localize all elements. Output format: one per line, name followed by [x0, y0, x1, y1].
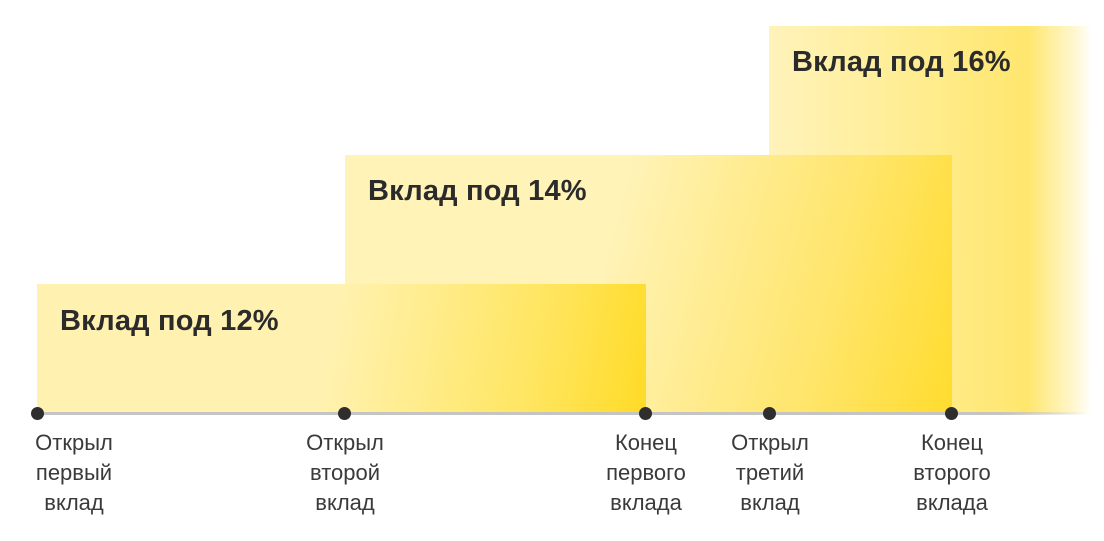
- deposit-label-12: Вклад под 12%: [60, 305, 279, 337]
- label-line: Открыл: [306, 430, 384, 455]
- timeline-point-open-first: [31, 407, 44, 420]
- label-line: вклада: [610, 490, 682, 515]
- deposit-bar-12: [37, 284, 646, 414]
- label-line: Открыл: [35, 430, 113, 455]
- timeline-label-open-third: Открыл третий вклад: [700, 428, 840, 518]
- label-line: первого: [606, 460, 686, 485]
- label-line: Конец: [920, 430, 984, 455]
- label-line: второй: [309, 460, 381, 485]
- label-line: Конец: [614, 430, 678, 455]
- label-line: Открыл: [731, 430, 809, 455]
- timeline-point-end-second: [945, 407, 958, 420]
- label-line: вклада: [916, 490, 988, 515]
- deposit-label-16: Вклад под 16%: [792, 46, 1011, 78]
- label-line: первый: [35, 460, 113, 485]
- timeline-label-open-first: Открыл первый вклад: [4, 428, 144, 518]
- timeline-label-end-second: Конец второго вклада: [882, 428, 1022, 518]
- timeline-point-open-third: [763, 407, 776, 420]
- deposit-label-14: Вклад под 14%: [368, 175, 587, 207]
- timeline-point-end-first: [639, 407, 652, 420]
- label-line: вклад: [740, 490, 800, 515]
- timeline-label-open-second: Открыл второй вклад: [275, 428, 415, 518]
- timeline-axis: [37, 412, 1087, 415]
- label-line: второго: [913, 460, 991, 485]
- label-line: вклад: [315, 490, 375, 515]
- timeline-point-open-second: [338, 407, 351, 420]
- label-line: вклад: [44, 490, 104, 515]
- label-line: третий: [735, 460, 805, 485]
- timeline-label-end-first: Конец первого вклада: [576, 428, 716, 518]
